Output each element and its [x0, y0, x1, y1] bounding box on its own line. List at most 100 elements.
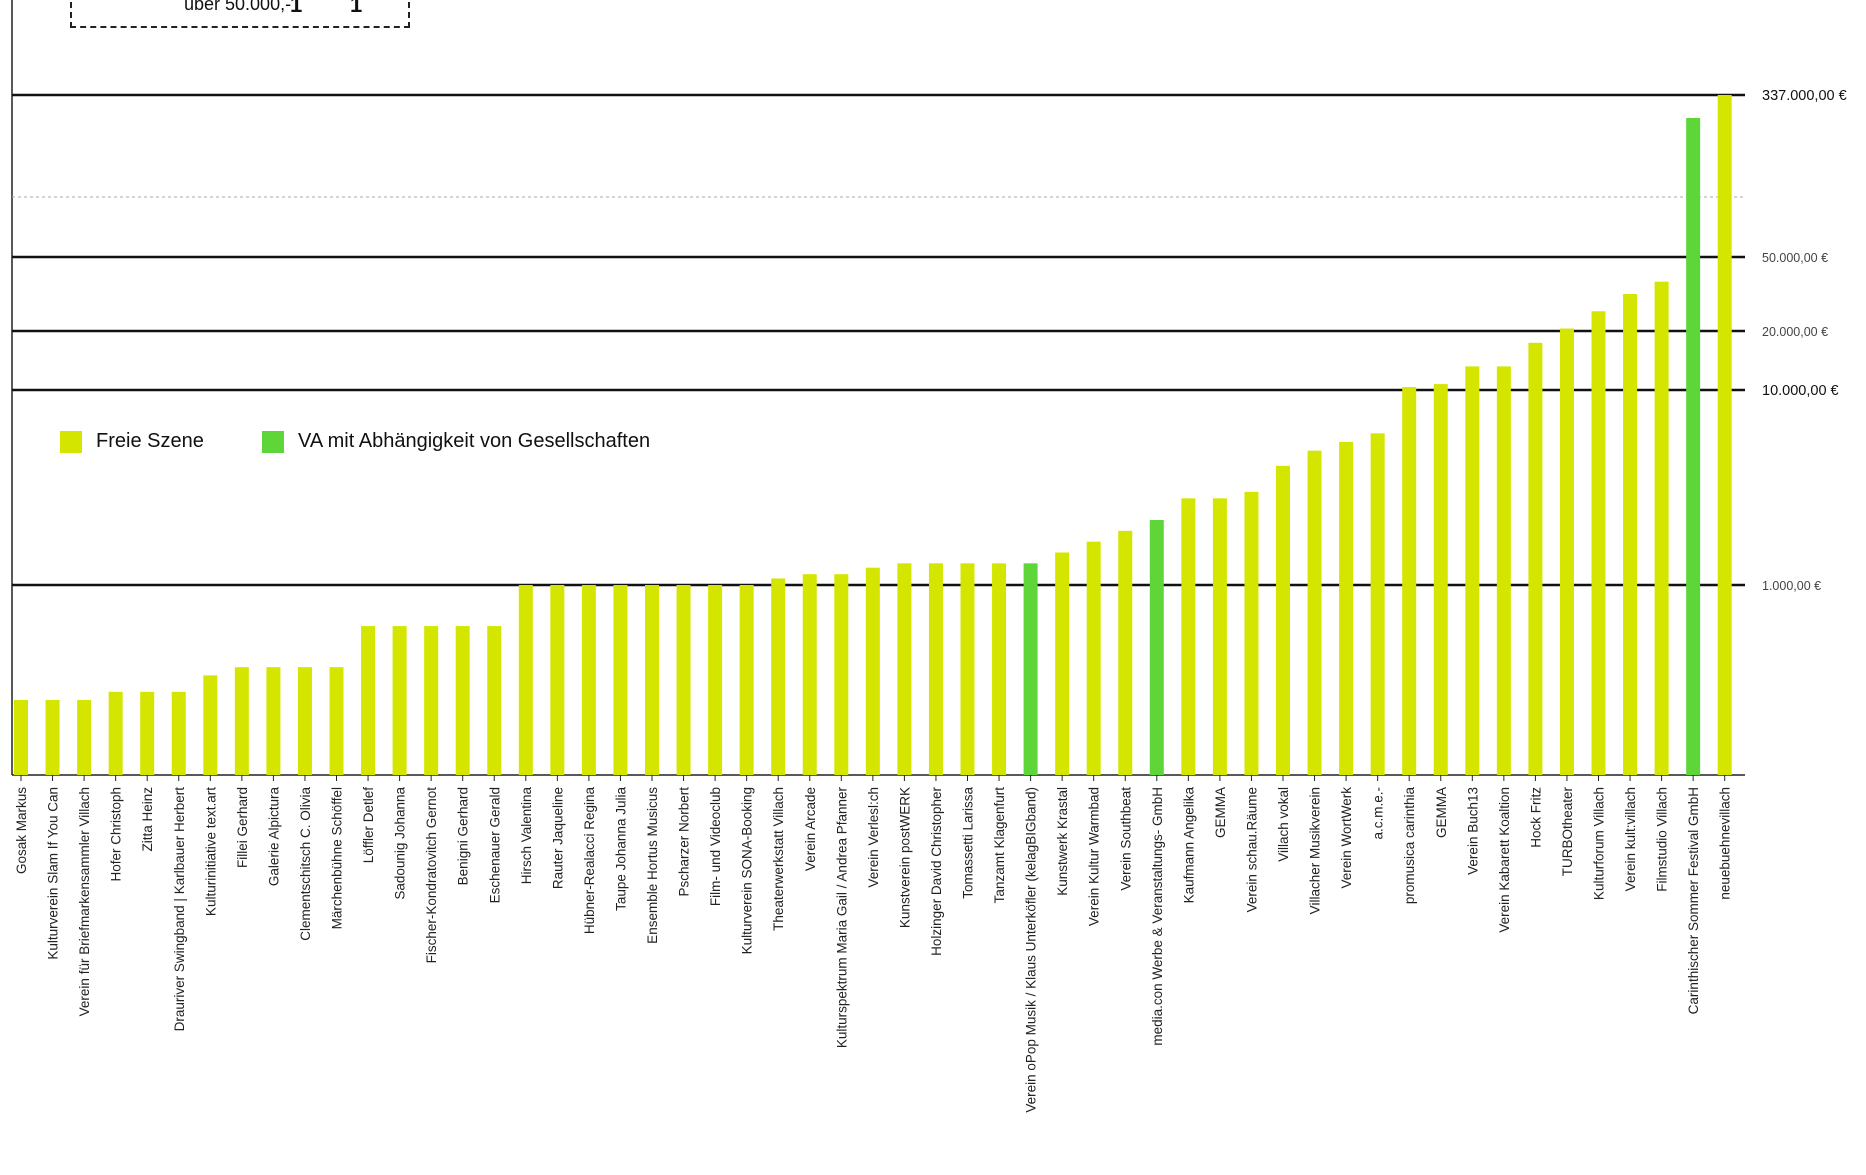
x-tick-label: Galerie Alpictura — [266, 787, 281, 887]
bar — [1055, 552, 1070, 775]
x-tick-label: Verein kult:villach — [1623, 787, 1638, 891]
x-tick-label: media.con Werbe & Veranstaltungs- GmbH — [1150, 787, 1165, 1046]
bar — [1370, 433, 1385, 775]
summary-label: über 50.000,- — [184, 0, 292, 14]
bar — [1591, 311, 1606, 775]
x-tick-label: TURBOtheater — [1560, 786, 1575, 876]
reference-line-label: 20.000,00 € — [1762, 325, 1828, 339]
bar — [424, 626, 439, 775]
bar — [1212, 498, 1227, 775]
bar — [455, 626, 470, 775]
x-tick-label: Sadounig Johanna — [393, 787, 408, 900]
x-tick-label: Ensemble Hortus Musicus — [645, 787, 660, 944]
bar — [897, 563, 912, 775]
bar — [708, 585, 723, 775]
bar — [234, 667, 249, 775]
bar — [1623, 294, 1638, 775]
bar — [1307, 450, 1322, 775]
bar — [1118, 530, 1133, 775]
x-tick-label: Verein Southbeat — [1118, 787, 1133, 891]
x-tick-label: Verein Kabarett Koaltion — [1497, 787, 1512, 933]
bar — [1023, 563, 1038, 775]
x-tick-label: Clementschitsch C. Olivia — [298, 787, 313, 941]
x-tick-label: Hofer Christoph — [109, 787, 124, 882]
reference-line-label: 10.000,00 € — [1762, 383, 1839, 399]
x-tick-label: Holzinger David Christopher — [929, 787, 944, 956]
bar — [1181, 498, 1196, 775]
x-tick-label: Kunstwerk Krastal — [1055, 787, 1070, 896]
x-tick-label: Filmstudio Villach — [1655, 787, 1670, 892]
bar — [1717, 95, 1732, 775]
x-tick-label: a.c.m.e.- — [1371, 787, 1386, 840]
x-tick-label: Kulturspektrum Maria Gail / Andrea Pfann… — [834, 786, 849, 1048]
bar — [1339, 442, 1354, 775]
bar — [1402, 387, 1417, 775]
bar — [361, 626, 376, 775]
bar — [203, 675, 218, 775]
bar — [1496, 366, 1511, 775]
bar — [77, 700, 92, 775]
x-tick-label: Verein für Briefmarkensammler Villach — [77, 787, 92, 1016]
bar — [550, 585, 565, 775]
bar — [834, 574, 849, 775]
x-tick-label: Kulturinitiative text.art — [203, 787, 218, 916]
x-tick-label: Löffler Detlef — [361, 787, 376, 864]
bar — [1559, 328, 1574, 775]
bar — [108, 691, 123, 775]
reference-line-label: 1.000,00 € — [1762, 579, 1821, 593]
legend-label-freie: Freie Szene — [96, 430, 204, 452]
bar — [928, 563, 943, 775]
bar — [392, 626, 407, 775]
x-tick-label: Verein Kultur Warmbad — [1087, 787, 1102, 926]
bar — [297, 667, 312, 775]
bar — [739, 585, 754, 775]
x-tick-label: Verein Buch13 — [1465, 787, 1480, 875]
x-tick-label: Kulturforum Villach — [1592, 787, 1607, 900]
x-tick-label: Pscharzer Norbert — [677, 787, 692, 897]
x-tick-label: Verein Arcade — [803, 787, 818, 871]
bar — [518, 585, 533, 775]
bar — [487, 626, 502, 775]
x-tick-label: Verein oPop Musik / Klaus Unterköfler (k… — [1024, 787, 1039, 1113]
legend-item-freie: Freie Szene — [60, 430, 204, 453]
bar — [802, 574, 817, 775]
bar — [865, 567, 880, 775]
legend-swatch-va — [262, 430, 284, 453]
bar — [14, 700, 28, 775]
bar — [1086, 541, 1101, 775]
legend-label-va: VA mit Abhängigkeit von Gesellschaften — [298, 430, 651, 452]
x-tick-label: Verein Verlesl:ch — [866, 787, 881, 888]
x-tick-label: neuebuehnevillach — [1718, 787, 1733, 900]
bar — [771, 578, 786, 775]
legend-item-va: VA mit Abhängigkeit von Gesellschaften — [262, 430, 650, 453]
x-tick-label: Kulturverein Slam If You Can — [46, 787, 61, 960]
bar — [613, 585, 628, 775]
x-tick-label: Taupe Johanna Julia — [613, 787, 628, 911]
x-tick-label: promusica carinthia — [1402, 787, 1417, 905]
x-tick-label: Hock Fritz — [1528, 787, 1543, 848]
x-tick-label: Verein schau.Räume — [1244, 787, 1259, 912]
bar — [992, 563, 1007, 775]
x-tick-label: GEMMA — [1434, 787, 1449, 838]
bar — [1465, 366, 1480, 775]
reference-line-label: 50.000,00 € — [1762, 251, 1828, 265]
bar — [329, 667, 344, 775]
x-tick-label: Villach vokal — [1276, 787, 1291, 862]
bar — [45, 700, 60, 775]
x-tick-label: Villacher Musikverein — [1308, 787, 1323, 914]
bar — [581, 585, 596, 775]
bar — [1276, 465, 1290, 775]
x-tick-label: Verein WortWerk — [1339, 787, 1354, 889]
x-tick-label: Drauriver Swingband | Karlbauer Herbert — [172, 787, 187, 1032]
x-tick-label: Kulturverein SONA-Booking — [740, 787, 755, 954]
bar — [960, 563, 975, 775]
bar — [140, 691, 155, 775]
bar — [1654, 281, 1669, 775]
x-tick-label: GEMMA — [1213, 787, 1228, 838]
bar — [1149, 520, 1164, 775]
x-tick-label: Theaterwerkstatt Villach — [771, 787, 786, 931]
bar — [1244, 491, 1259, 775]
x-tick-label: Gosak Markus — [14, 787, 29, 874]
x-tick-label: Kaufmann Angelika — [1181, 787, 1196, 904]
